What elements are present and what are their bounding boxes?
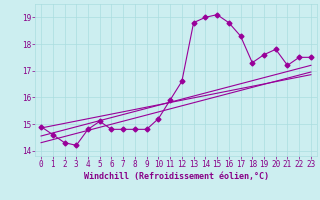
X-axis label: Windchill (Refroidissement éolien,°C): Windchill (Refroidissement éolien,°C) xyxy=(84,172,268,181)
